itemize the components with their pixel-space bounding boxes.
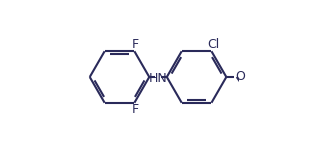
Text: F: F — [132, 103, 139, 116]
Text: O: O — [235, 70, 245, 83]
Text: F: F — [132, 38, 139, 51]
Text: Cl: Cl — [207, 38, 219, 51]
Text: HN: HN — [148, 72, 167, 85]
